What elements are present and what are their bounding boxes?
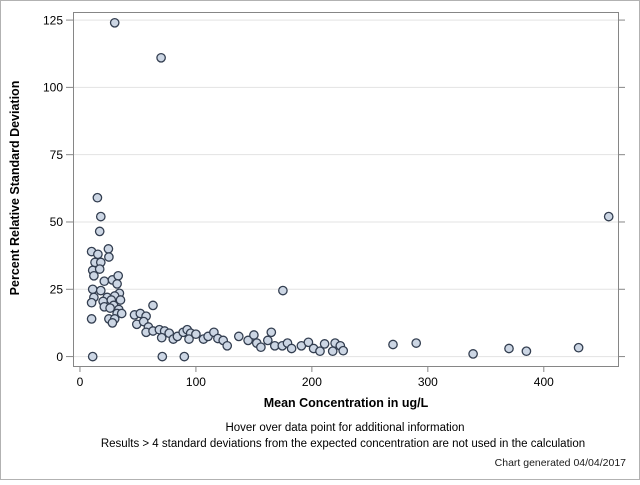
y-tick-label: 0 bbox=[56, 350, 63, 364]
data-point[interactable] bbox=[191, 329, 201, 340]
x-tick-label: 200 bbox=[302, 375, 322, 389]
footer-generated-note: Chart generated 04/04/2017 bbox=[495, 457, 627, 469]
data-point[interactable] bbox=[156, 332, 167, 343]
y-axis-title: Percent Relative Standard Deviation bbox=[8, 81, 22, 296]
axis-ticks bbox=[66, 19, 625, 372]
data-point[interactable] bbox=[184, 334, 194, 344]
data-point[interactable] bbox=[103, 244, 114, 254]
data-point[interactable] bbox=[113, 270, 124, 281]
data-point[interactable] bbox=[266, 327, 277, 338]
data-point[interactable] bbox=[157, 351, 168, 362]
y-tick-label: 125 bbox=[43, 13, 63, 27]
data-point[interactable] bbox=[115, 295, 126, 305]
data-point[interactable] bbox=[99, 276, 110, 287]
data-point[interactable] bbox=[156, 52, 166, 63]
data-point[interactable] bbox=[256, 342, 266, 353]
data-point[interactable] bbox=[286, 343, 297, 354]
x-tick-label: 100 bbox=[186, 375, 206, 389]
x-tick-label: 400 bbox=[534, 375, 554, 389]
data-point[interactable] bbox=[179, 351, 190, 362]
plot-border bbox=[73, 12, 619, 367]
data-point[interactable] bbox=[116, 308, 127, 319]
data-point[interactable] bbox=[95, 285, 106, 296]
data-point[interactable] bbox=[222, 340, 233, 351]
data-point[interactable] bbox=[107, 318, 118, 328]
y-tick-label: 75 bbox=[50, 148, 64, 162]
x-tick-label: 0 bbox=[77, 375, 84, 389]
data-point[interactable] bbox=[303, 337, 314, 348]
data-point[interactable] bbox=[112, 279, 122, 289]
data-point[interactable] bbox=[87, 351, 98, 362]
footer-exclusion-note: Results > 4 standard deviations from the… bbox=[101, 438, 585, 450]
data-point[interactable] bbox=[249, 330, 259, 340]
data-point[interactable] bbox=[603, 211, 614, 222]
data-point[interactable] bbox=[104, 252, 114, 262]
data-point[interactable] bbox=[233, 331, 244, 342]
data-point[interactable] bbox=[89, 270, 99, 281]
data-point[interactable] bbox=[411, 338, 422, 348]
axis-tick-labels: 0 25 50 75 100 125 0 100 200 300 400 bbox=[43, 13, 554, 389]
data-point[interactable] bbox=[504, 343, 514, 354]
data-point[interactable] bbox=[315, 346, 325, 357]
data-points bbox=[86, 17, 614, 362]
data-point[interactable] bbox=[468, 349, 478, 359]
data-point[interactable] bbox=[521, 346, 532, 357]
data-point[interactable] bbox=[94, 264, 105, 274]
data-point[interactable] bbox=[338, 345, 349, 356]
data-point[interactable] bbox=[262, 335, 273, 346]
footer-hover-note: Hover over data point for additional inf… bbox=[225, 422, 464, 434]
data-point[interactable] bbox=[86, 314, 97, 324]
data-point[interactable] bbox=[243, 335, 253, 346]
data-point[interactable] bbox=[95, 211, 106, 222]
x-axis-title: Mean Concentration in ug/L bbox=[264, 396, 429, 410]
data-point[interactable] bbox=[327, 346, 338, 357]
data-point[interactable] bbox=[573, 342, 584, 353]
data-point[interactable] bbox=[93, 249, 103, 260]
data-point[interactable] bbox=[278, 285, 288, 296]
data-point[interactable] bbox=[109, 17, 120, 28]
data-point[interactable] bbox=[319, 339, 330, 349]
x-tick-label: 300 bbox=[418, 375, 438, 389]
y-tick-label: 50 bbox=[50, 215, 64, 229]
data-point[interactable] bbox=[148, 300, 158, 311]
data-point[interactable] bbox=[94, 226, 105, 237]
data-point[interactable] bbox=[86, 297, 97, 308]
data-point[interactable] bbox=[388, 339, 398, 350]
data-point[interactable] bbox=[92, 192, 103, 203]
y-tick-label: 25 bbox=[50, 282, 64, 296]
data-point[interactable] bbox=[87, 284, 98, 295]
y-tick-label: 100 bbox=[43, 81, 63, 95]
